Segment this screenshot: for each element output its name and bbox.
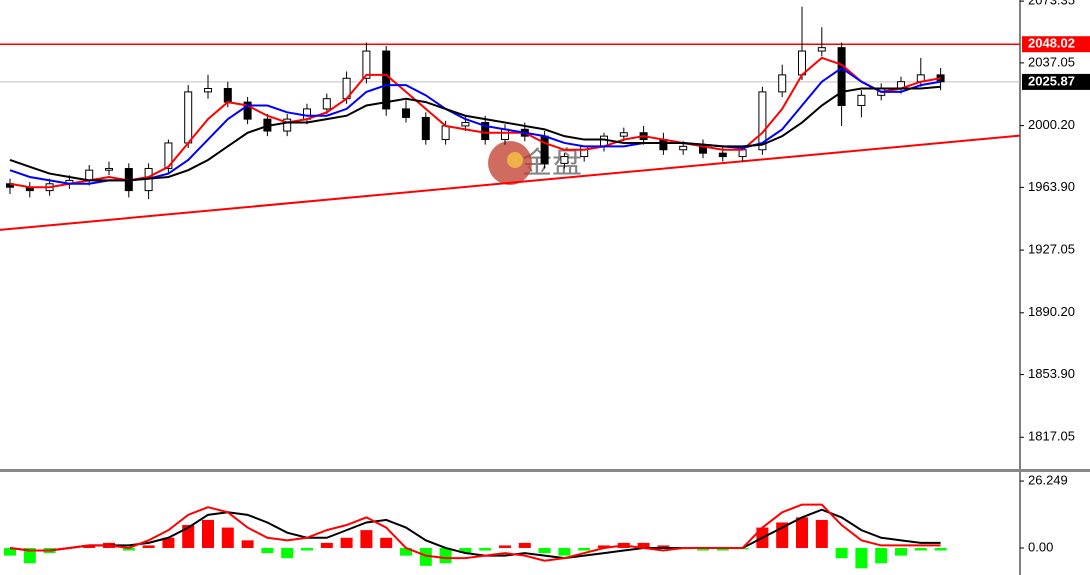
macd-bar: [182, 525, 195, 548]
macd-bar: [934, 547, 947, 551]
macd-bar: [637, 542, 650, 548]
macd-bar: [657, 545, 670, 548]
candle-body: [382, 50, 391, 110]
macd-bar: [499, 545, 511, 548]
macd-bar: [914, 547, 927, 551]
macd-bar: [835, 547, 848, 559]
candle-body: [758, 91, 767, 151]
y-tick-label: 0.00: [1028, 539, 1053, 554]
macd-bar: [875, 547, 888, 564]
watermark: 金盘: [522, 147, 582, 180]
candle-body: [223, 87, 232, 103]
candle-body: [540, 135, 549, 164]
candle-body: [204, 87, 212, 93]
y-tick-label: 2073.35: [1028, 0, 1075, 8]
macd-bar: [815, 519, 828, 548]
candle-body: [421, 116, 430, 141]
macd-bar: [518, 542, 531, 548]
y-tick-label: 1853.90: [1028, 366, 1075, 381]
macd-bar: [281, 547, 294, 559]
candle-body: [778, 74, 787, 93]
candle-body: [243, 101, 252, 120]
macd-bar: [578, 547, 591, 551]
y-tick-label: 2000.20: [1028, 117, 1075, 132]
macd-bar: [598, 545, 610, 548]
macd-bar: [439, 547, 452, 564]
y-tick-label: 2037.05: [1028, 54, 1075, 69]
y-tick-label: 26.249: [1028, 472, 1068, 487]
macd-bar: [4, 547, 16, 556]
pane-separator: [0, 469, 1090, 472]
macd-bar: [23, 547, 36, 564]
macd-bar: [360, 530, 373, 548]
candle-body: [461, 122, 470, 127]
candle-body: [659, 139, 668, 151]
candle-body: [481, 122, 490, 141]
ma-line: [9, 85, 941, 182]
level-label: 2025.87: [1028, 73, 1075, 88]
candle-body: [501, 128, 509, 141]
macd-bar: [459, 547, 472, 554]
watermark-logo-dot: [507, 152, 523, 168]
macd-bar: [142, 545, 155, 548]
macd-bar: [419, 547, 432, 566]
candle-body: [619, 132, 628, 137]
candle-body: [322, 98, 331, 110]
macd-bar: [202, 519, 214, 548]
candle-body: [817, 47, 826, 52]
level-label-bg: [1022, 73, 1090, 90]
candle-body: [283, 118, 292, 132]
y-tick-label: 1890.20: [1028, 304, 1075, 319]
candle-body: [679, 145, 688, 151]
ma-line: [9, 66, 941, 185]
candle-body: [402, 108, 410, 118]
macd-bar: [697, 547, 709, 551]
macd-bar: [301, 547, 313, 551]
macd-bar: [558, 547, 571, 556]
candle-body: [738, 149, 747, 158]
candle-body: [441, 125, 450, 141]
macd-bar: [261, 547, 274, 554]
macd-bar: [479, 547, 492, 551]
macd-bar: [221, 527, 234, 548]
candle-body: [857, 94, 866, 107]
candle-body: [580, 145, 589, 158]
macd-line: [9, 508, 941, 560]
macd-bar: [380, 537, 393, 548]
macd-bar: [796, 517, 808, 548]
candle-body: [85, 169, 94, 181]
y-tick-label: 1817.05: [1028, 429, 1075, 444]
candle-body: [560, 156, 569, 164]
macd-bar: [241, 540, 254, 548]
macd-bar: [122, 547, 135, 551]
candle-body: [718, 152, 727, 158]
macd-bar: [162, 537, 175, 548]
candle-body: [164, 142, 173, 169]
candle-body: [105, 167, 113, 171]
candle-body: [184, 91, 193, 144]
level-label: 2048.02: [1028, 36, 1075, 51]
ma-line: [9, 56, 941, 189]
macd-bar: [895, 547, 907, 556]
level-label-bg: [1022, 36, 1090, 53]
candle-body: [798, 50, 806, 76]
macd-bar: [83, 545, 96, 548]
macd-bar: [538, 547, 551, 554]
candle-body: [837, 47, 846, 107]
macd-bar: [716, 547, 729, 551]
y-tick-label: 1963.90: [1028, 179, 1075, 194]
y-tick-label: 1927.05: [1028, 242, 1075, 257]
macd-bar: [855, 547, 868, 569]
macd-bar: [340, 537, 353, 548]
macd-bar: [320, 542, 333, 548]
candle-body: [362, 50, 371, 79]
trend-line: [0, 134, 1021, 231]
macd-bar: [400, 547, 412, 556]
macd-line: [9, 503, 941, 562]
